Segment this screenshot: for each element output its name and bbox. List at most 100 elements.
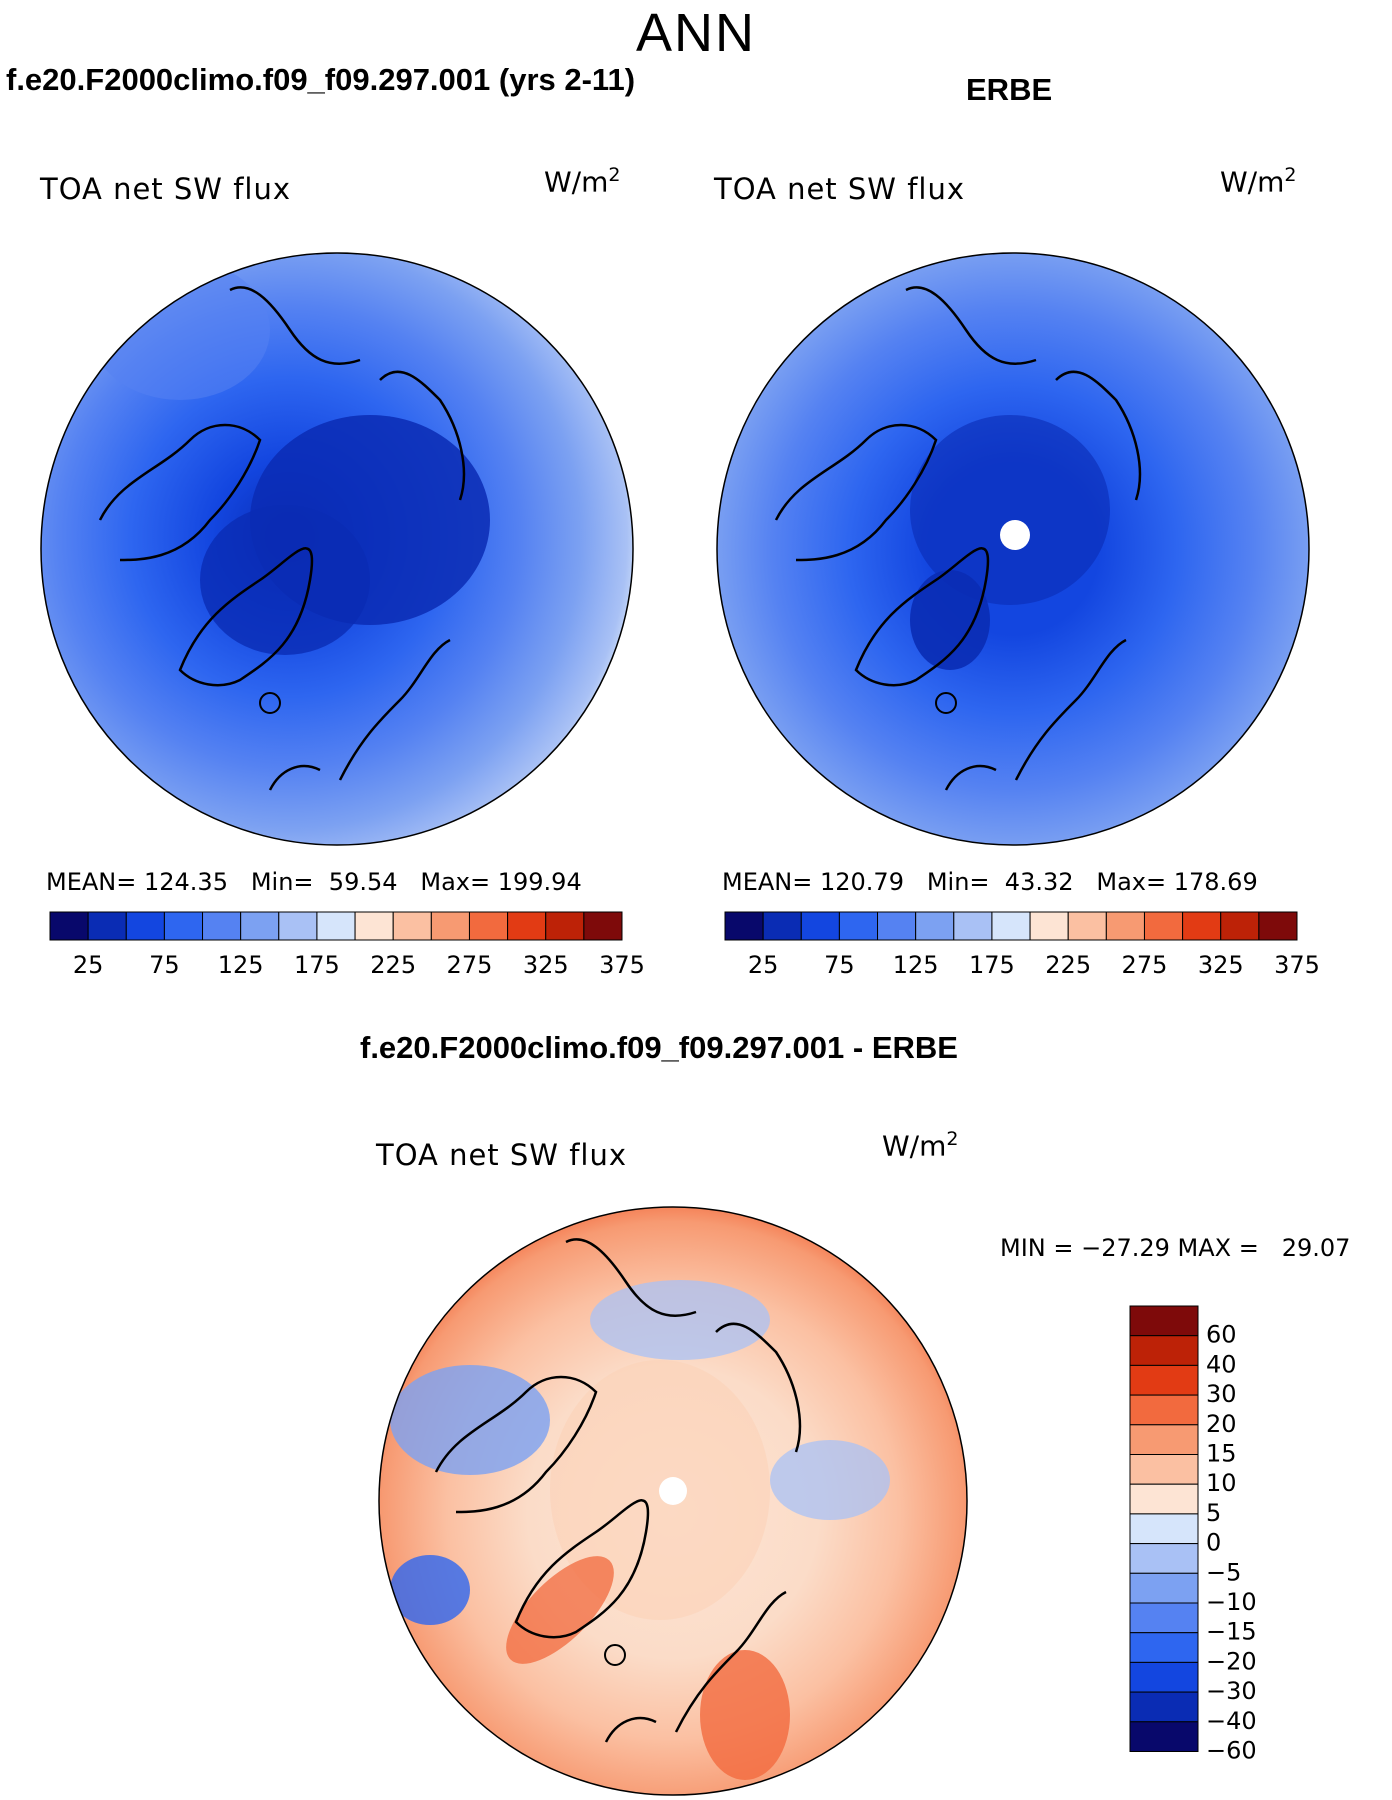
panel-2-colorbar-swatch: [1105, 911, 1145, 941]
panel-2-units: W/m2: [1220, 164, 1297, 199]
season-title: ANN: [635, 3, 756, 63]
panel-2-colorbar-tick-label: 175: [969, 951, 1015, 979]
panel-1-colorbar-swatch: [583, 911, 623, 941]
panel-3-title: f.e20.F2000climo.f09_f09.297.001 - ERBE: [360, 1030, 958, 1065]
panel-3-colorbar-tick-label: −40: [1206, 1707, 1257, 1735]
panel-1-coastlines: [98, 286, 466, 791]
panel-1-colorbar-tick-label: 125: [218, 951, 264, 979]
panel-2-stats: MEAN= 120.79 Min= 43.32 Max= 178.69: [722, 868, 1258, 896]
panel-2-arctic-core: [910, 415, 1110, 605]
panel-2-colorbar-swatch: [991, 911, 1031, 941]
panel-3-barents-zone: [770, 1440, 890, 1520]
panel-1-title: f.e20.F2000climo.f09_f09.297.001 (yrs 2-…: [6, 62, 636, 97]
panel-3-greenland-zone: [506, 1556, 614, 1664]
panel-2-variable: TOA net SW flux: [714, 172, 966, 206]
panel-3-colorbar-tick-label: 5: [1206, 1499, 1221, 1527]
panel-2-colorbar-swatch: [762, 911, 802, 941]
panel-1-colorbar-tick-label: 25: [73, 951, 104, 979]
panel-3-pole-mask: [659, 1477, 687, 1505]
panel-3-colorbar-swatch: [1129, 1305, 1199, 1337]
panel-1-colorbar-swatch: [49, 911, 89, 941]
panel-2-colorbar-tick-label: 75: [824, 951, 855, 979]
panel-3-canada-zone: [390, 1365, 550, 1475]
panel-3-variable: TOA net SW flux: [376, 1138, 628, 1172]
panel-2-colorbar-tick-label: 25: [748, 951, 779, 979]
panel-3-colorbar-swatch: [1129, 1721, 1199, 1753]
panel-1-colorbar-tick-label: 225: [370, 951, 416, 979]
panel-1-colorbar-tick-label: 175: [294, 951, 340, 979]
panel-3-units: W/m2: [882, 1128, 959, 1163]
panel-3-colorbar-tick-label: 10: [1206, 1469, 1237, 1497]
panel-1-colorbar-swatch: [354, 911, 394, 941]
panel-1-pacific-zone: [90, 260, 270, 400]
panel-3-colorbar-tick-label: 60: [1206, 1321, 1237, 1349]
panel-3-colorbar-tick-label: 0: [1206, 1529, 1221, 1557]
panel-2-coastlines: [774, 286, 1142, 791]
panel-1-stats: MEAN= 124.35 Min= 59.54 Max= 199.94: [46, 868, 582, 896]
panel-3-colorbar-tick-label: −60: [1206, 1737, 1257, 1765]
panel-1-colorbar-swatch: [316, 911, 356, 941]
panel-2-iceland: [935, 692, 957, 714]
panel-1-map-border: [40, 252, 634, 846]
panel-3-colorbar-tick-label: 15: [1206, 1440, 1237, 1468]
panel-2-colorbar-tick-label: 225: [1045, 951, 1091, 979]
panel-3-colorbar-swatch: [1129, 1632, 1199, 1663]
panel-3-stats: MIN = −27.29 MAX = 29.07: [1000, 1234, 1351, 1262]
panel-2-greenland-zone: [910, 570, 990, 670]
panel-2-colorbar-tick-label: 375: [1274, 951, 1320, 979]
panel-2-colorbar-swatch: [1143, 911, 1184, 941]
panel-1-colorbar-swatch: [392, 911, 432, 941]
panel-3-scandinavia-zone: [700, 1650, 790, 1780]
panel-2-colorbar-tick-label: 275: [1122, 951, 1168, 979]
panel-3-map-border: [378, 1206, 968, 1796]
panel-3-colorbar-swatch: [1129, 1454, 1199, 1485]
panel-3-colorbar-swatch: [1129, 1661, 1199, 1693]
panel-2-colorbar-swatch: [838, 911, 879, 941]
panel-2-colorbar: 25 75 125 175 225 275 325 375: [724, 911, 1320, 979]
panel-1-colorbar-tick-label: 375: [599, 951, 645, 979]
panel-3-colorbar-swatch: [1129, 1364, 1199, 1396]
panel-3-colorbar-tick-label: −30: [1206, 1677, 1257, 1705]
panel-2-colorbar-swatch: [1182, 911, 1222, 941]
panel-3-colorbar-swatch: [1129, 1513, 1199, 1545]
panel-1-colorbar-swatch: [87, 911, 127, 941]
panel-3-colorbar-tick-label: 30: [1206, 1380, 1237, 1408]
panel-1-colorbar-swatch: [240, 911, 280, 941]
panel-2-colorbar-swatch: [800, 911, 840, 941]
panel-3-colorbar-swatch: [1129, 1691, 1199, 1723]
panel-2-colorbar-tick-label: 125: [893, 951, 939, 979]
panel-1-colorbar-swatch: [430, 911, 470, 941]
panel-3-colorbar-swatch: [1129, 1602, 1199, 1634]
panel-1-colorbar-swatch: [163, 911, 204, 941]
panel-3-colorbar-swatch: [1129, 1483, 1199, 1515]
panel-2-colorbar-swatch: [1220, 911, 1260, 941]
panel-3-coastlines: [434, 1238, 802, 1743]
panel-3-colorbar-swatch: [1129, 1543, 1199, 1574]
panel-1-colorbar-swatch: [468, 911, 509, 941]
panel-3-colorbar-tick-label: −5: [1206, 1558, 1241, 1586]
panel-3-hudson-zone: [390, 1555, 470, 1625]
panel-1-colorbar-tick-label: 75: [149, 951, 180, 979]
panel-1-variable: TOA net SW flux: [40, 172, 292, 206]
panel-1-colorbar: 25 75 125 175 225 275 325 375: [49, 911, 645, 979]
panel-3-colorbar-tick-label: −15: [1206, 1618, 1257, 1646]
panel-3-colorbar-tick-label: 20: [1206, 1410, 1237, 1438]
panel-3-iceland: [604, 1644, 626, 1666]
panel-2-colorbar-swatch: [1067, 911, 1107, 941]
panel-2-colorbar-swatch: [877, 911, 917, 941]
panel-3-colorbar-tick-label: −20: [1206, 1647, 1257, 1675]
panel-1-greenland-zone: [200, 505, 370, 655]
panel-2-map-border: [716, 252, 1310, 846]
panel-3-siberia-zone: [590, 1280, 770, 1360]
panel-2-colorbar-swatch: [724, 911, 764, 941]
panel-1-colorbar-swatch: [278, 911, 318, 941]
panel-2-colorbar-swatch: [1029, 911, 1069, 941]
panel-1-colorbar-tick-label: 325: [523, 951, 569, 979]
panel-3-colorbar-tick-label: −10: [1206, 1588, 1257, 1616]
panel-3-colorbar-swatch: [1129, 1424, 1199, 1456]
panel-3-colorbar-tick-label: 40: [1206, 1350, 1237, 1378]
panel-2-pole-mask: [1000, 520, 1030, 550]
panel-1-map: [41, 253, 633, 845]
